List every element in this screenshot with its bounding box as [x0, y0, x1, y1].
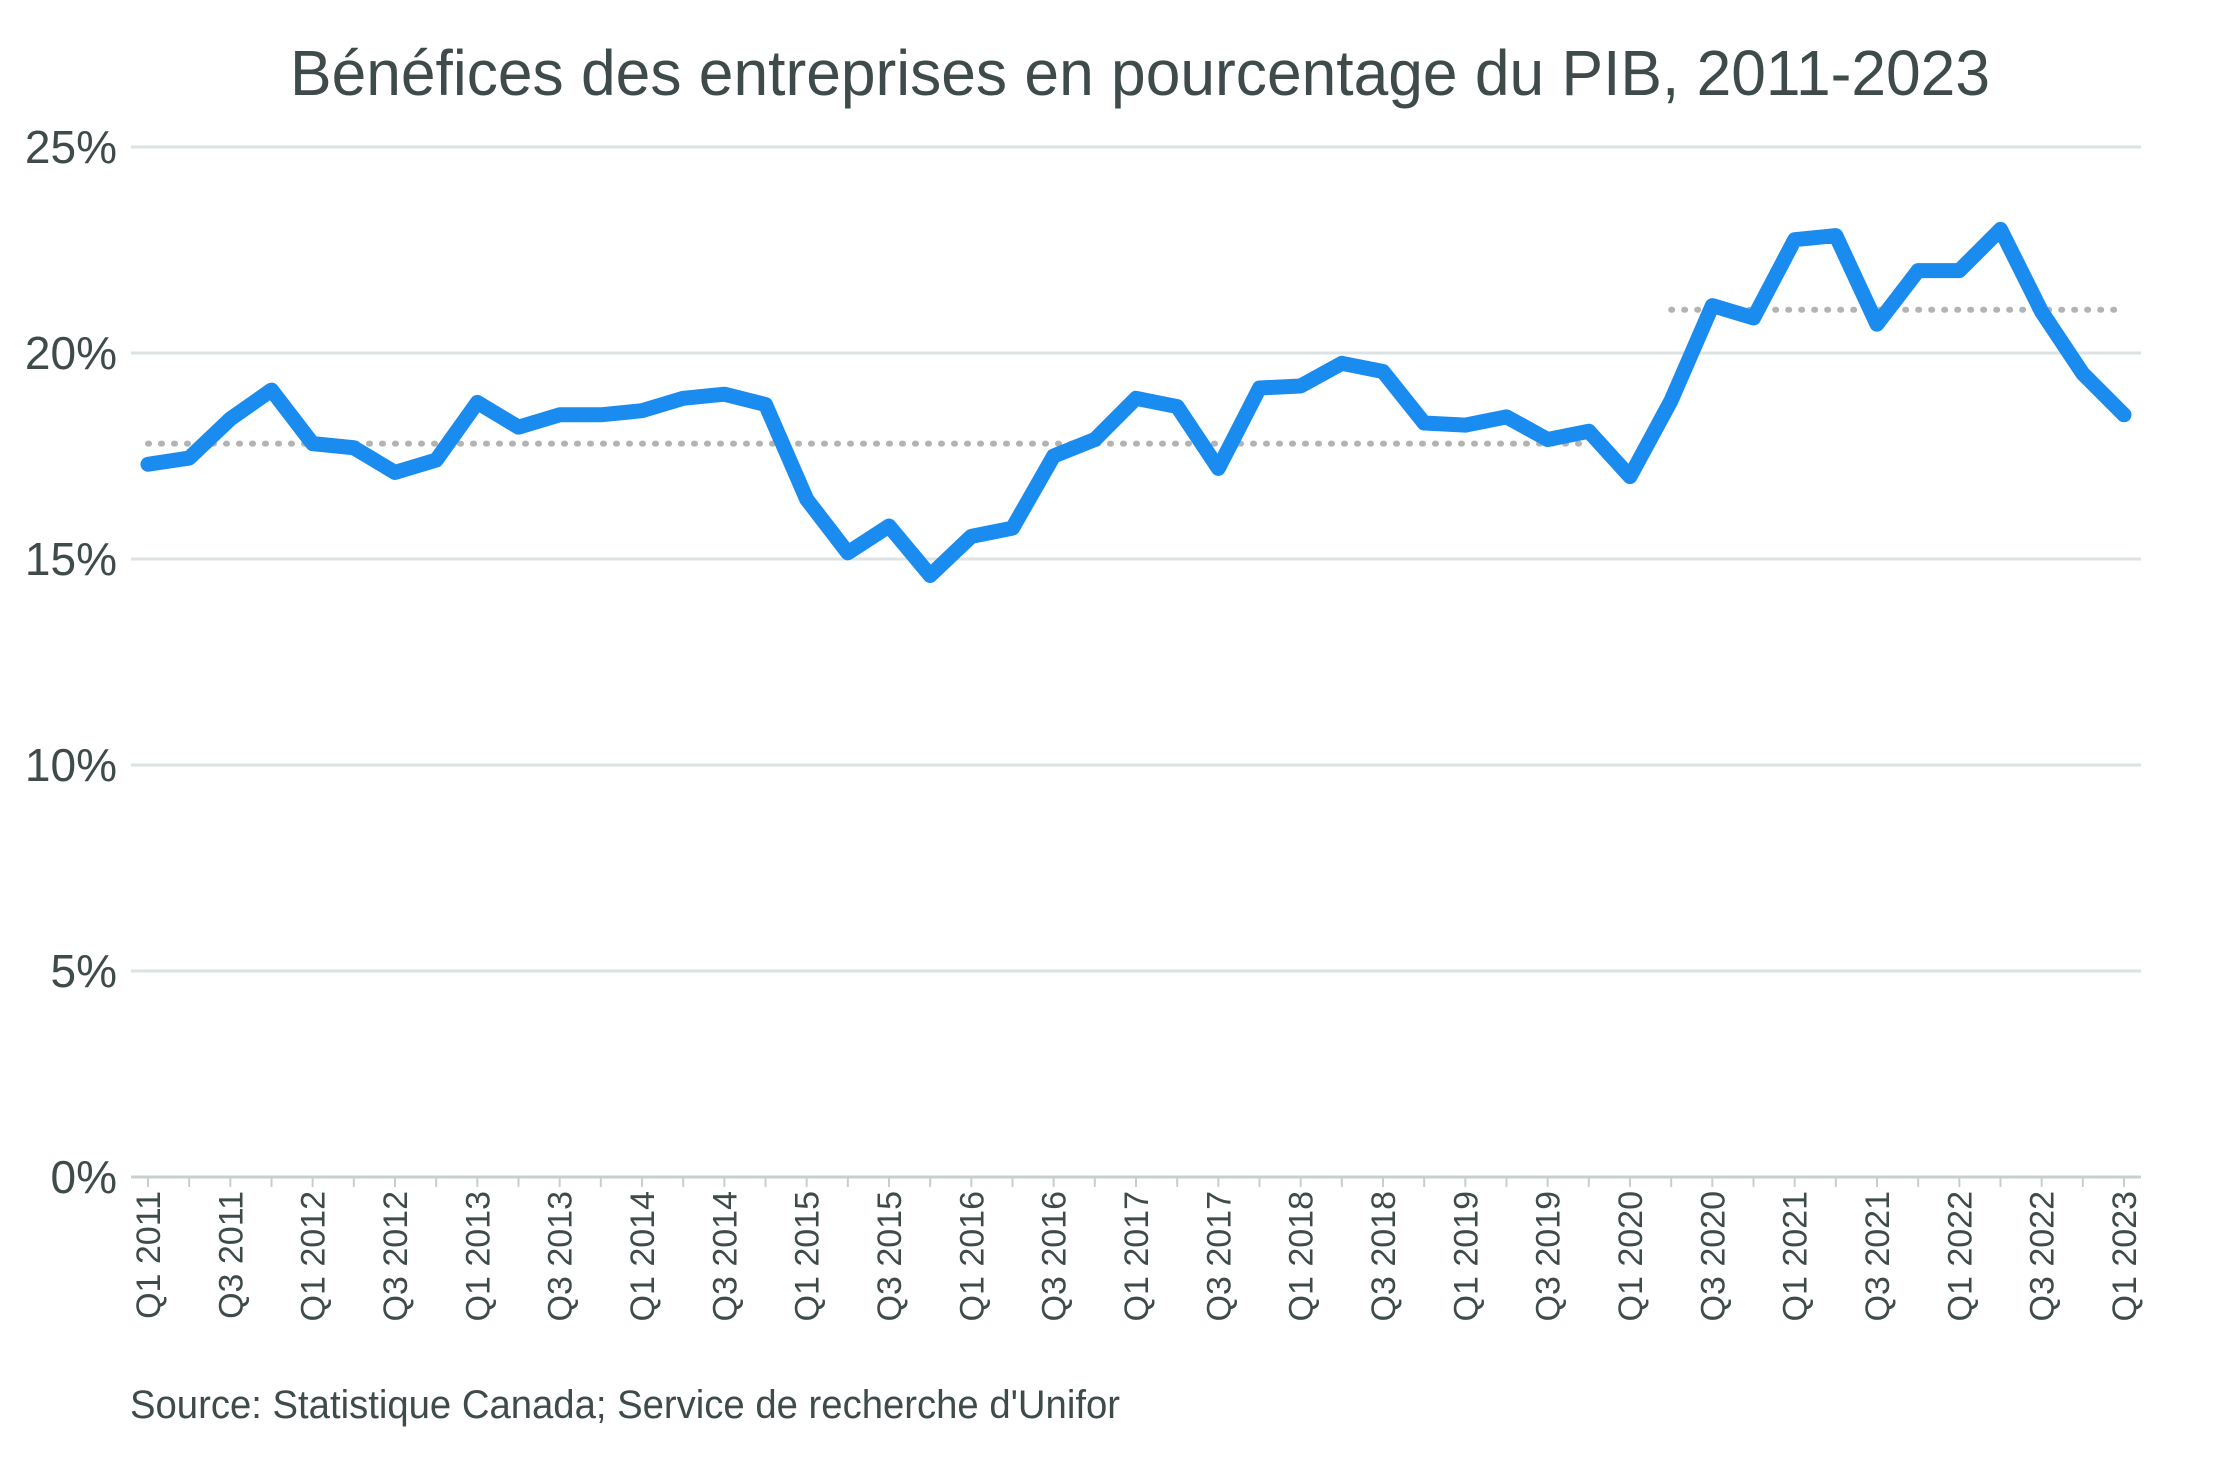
x-tick-label: Q3 2021 [1859, 1191, 1897, 1321]
x-tick-label: Q3 2022 [2024, 1191, 2062, 1321]
x-tick-label: Q1 2021 [1777, 1191, 1815, 1321]
source-note: Source: Statistique Canada; Service de r… [130, 1383, 1120, 1427]
x-tick-label: Q1 2019 [1447, 1191, 1485, 1321]
x-tick-label: Q3 2016 [1036, 1191, 1074, 1321]
x-tick-label: Q1 2020 [1612, 1191, 1650, 1321]
x-tick-label: Q1 2022 [1941, 1191, 1979, 1321]
x-tick-label: Q3 2017 [1200, 1191, 1238, 1321]
x-tick-label: Q1 2018 [1283, 1191, 1321, 1321]
x-tick-label: Q3 2013 [542, 1191, 580, 1321]
x-tick-label: Q1 2015 [789, 1191, 827, 1321]
x-tick-label: Q3 2014 [706, 1191, 744, 1321]
y-tick-label: 15% [25, 533, 117, 585]
x-tick-label: Q3 2020 [1694, 1191, 1732, 1321]
x-tick-label: Q1 2011 [130, 1191, 168, 1319]
x-tick-label: Q3 2019 [1530, 1191, 1568, 1321]
y-tick-label: 5% [51, 945, 117, 997]
x-tick-label: Q1 2017 [1118, 1191, 1156, 1321]
x-tick-label: Q1 2023 [2106, 1191, 2144, 1321]
y-tick-label: 0% [51, 1151, 117, 1203]
x-tick-label: Q3 2018 [1365, 1191, 1403, 1321]
x-tick-label: Q1 2013 [459, 1191, 497, 1321]
x-tick-label: Q3 2012 [377, 1191, 415, 1321]
y-tick-label: 10% [25, 739, 117, 791]
chart-title: Bénéfices des entreprises en pourcentage… [290, 37, 1990, 109]
data-line [140, 221, 2132, 583]
x-tick-label: Q1 2016 [953, 1191, 991, 1321]
x-tick-label: Q1 2014 [624, 1191, 662, 1321]
x-tick-label: Q3 2015 [871, 1191, 909, 1321]
y-tick-label: 20% [25, 327, 117, 379]
y-tick-label: 25% [25, 121, 117, 173]
x-tick-label: Q3 2011 [212, 1191, 250, 1319]
x-tick-label: Q1 2012 [295, 1191, 333, 1321]
